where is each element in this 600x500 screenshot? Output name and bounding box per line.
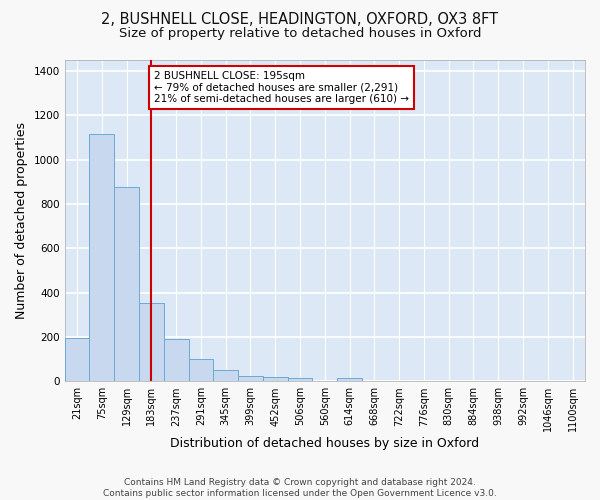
Bar [287,378,313,382]
Bar [89,134,114,382]
Text: Size of property relative to detached houses in Oxford: Size of property relative to detached ho… [119,28,481,40]
Bar [337,378,362,382]
X-axis label: Distribution of detached houses by size in Oxford: Distribution of detached houses by size … [170,437,479,450]
Bar [114,187,139,382]
Bar [164,339,188,382]
Text: Contains HM Land Registry data © Crown copyright and database right 2024.
Contai: Contains HM Land Registry data © Crown c… [103,478,497,498]
Bar [188,359,214,382]
Bar [238,376,263,382]
Bar [139,304,164,382]
Bar [214,370,238,382]
Y-axis label: Number of detached properties: Number of detached properties [15,122,28,319]
Bar [263,377,287,382]
Text: 2, BUSHNELL CLOSE, HEADINGTON, OXFORD, OX3 8FT: 2, BUSHNELL CLOSE, HEADINGTON, OXFORD, O… [101,12,499,28]
Bar [65,338,89,382]
Text: 2 BUSHNELL CLOSE: 195sqm
← 79% of detached houses are smaller (2,291)
21% of sem: 2 BUSHNELL CLOSE: 195sqm ← 79% of detach… [154,71,409,104]
